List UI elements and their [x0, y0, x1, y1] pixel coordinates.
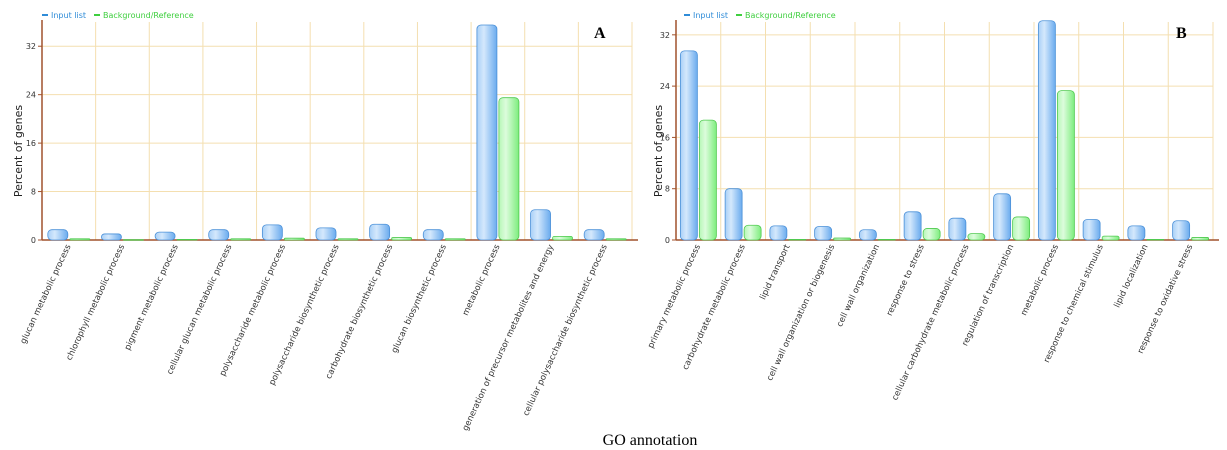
bar-input-list: Input list: polysaccharide biosynthetic … — [315, 227, 337, 241]
bar-input-list: Input list: cellular glucan metabolic pr… — [208, 229, 230, 241]
bar-background-reference: Background/Reference: response to stress… — [922, 228, 941, 241]
y-axis-title: Percent of genes — [652, 105, 665, 197]
bar-input-list: Input list: glucan metabolic process = 1… — [47, 229, 69, 241]
bar-input-list: Input list: metabolic process = 34.2 — [1037, 20, 1056, 241]
bar-background-reference: Background/Reference: generation of prec… — [552, 235, 573, 241]
bar-background-reference: Background/Reference: cellular carbohydr… — [967, 233, 986, 241]
x-axis-title: GO annotation — [603, 432, 698, 449]
x-category-label: glucan metabolic process — [19, 243, 74, 346]
legend: Input list Background/Reference — [684, 11, 836, 20]
bar-background-reference: Background/Reference: pigment metabolic … — [176, 238, 198, 241]
bar-background-reference: Background/Reference: metabolic process … — [1056, 90, 1075, 241]
legend-label-background: Background/Reference — [103, 11, 194, 20]
bar-background-reference: Background/Reference: polysaccharide bio… — [337, 238, 359, 241]
bar-background-reference: Background/Reference: lipid localization… — [1146, 238, 1165, 241]
y-tick-label: 8 — [31, 188, 36, 197]
bar-input-list: Input list: lipid transport = 2.2 — [769, 225, 788, 241]
bar-background-reference: Background/Reference: response to chemic… — [1101, 235, 1120, 241]
x-category-label: regulation of transcription — [960, 243, 1016, 348]
bar-input-list: Input list: response to oxidative stress… — [1172, 220, 1191, 241]
bar-input-list: Input list: generation of precursor meta… — [530, 209, 551, 241]
bar-background-reference: Background/Reference: glucan metabolic p… — [69, 238, 91, 241]
legend: Input list Background/Reference — [42, 11, 194, 20]
bar-background-reference: Background/Reference: metabolic process … — [498, 97, 520, 241]
bar-input-list: Input list: cell wall organization or bi… — [814, 226, 833, 241]
bar-input-list: Input list: response to stress = 4.4 — [903, 211, 922, 241]
x-category-label: primary metabolic process — [646, 243, 703, 350]
x-category-label: pigment metabolic process — [123, 243, 181, 352]
x-category-label: polysaccharide metabolic process — [218, 243, 288, 378]
bar-background-reference: Background/Reference: cellular glucan me… — [230, 238, 252, 241]
y-tick-label: 24 — [660, 82, 670, 91]
legend-label-input: Input list — [51, 11, 86, 20]
panel-letter: B — [1176, 25, 1187, 42]
x-category-label: metabolic process — [1019, 243, 1061, 318]
panel-letter: A — [594, 25, 606, 42]
x-category-label: lipid transport — [758, 242, 793, 301]
x-category-label: generation of precursor metabolites and … — [461, 243, 556, 433]
y-tick-label: 16 — [26, 139, 36, 148]
bar-input-list: Input list: polysaccharide metabolic pro… — [261, 224, 283, 241]
bar-input-list: Input list: metabolic process = 35.5 — [476, 24, 498, 241]
bar-input-list: Input list: response to chemical stimulu… — [1082, 219, 1101, 241]
bar-background-reference: Background/Reference: carbohydrate biosy… — [391, 237, 413, 241]
y-tick-label: 8 — [665, 185, 670, 194]
bar-input-list: Input list: pigment metabolic process = … — [154, 231, 176, 241]
y-axis-title: Percent of genes — [12, 105, 25, 197]
bar-background-reference: Background/Reference: polysaccharide met… — [283, 237, 305, 241]
bar-input-list: Input list: carbohydrate metabolic proce… — [724, 188, 743, 241]
y-tick-label: 24 — [26, 91, 36, 100]
bar-input-list: Input list: cell wall organization = 1.6 — [858, 229, 877, 241]
bar-background-reference: Background/Reference: glucan biosyntheti… — [444, 238, 466, 241]
x-category-label: cellular carbohydrate metabolic process — [890, 243, 972, 403]
bar-input-list: Input list: cellular carbohydrate metabo… — [948, 217, 967, 241]
y-tick-label: 16 — [660, 133, 670, 142]
panel-b: 0 8 16 24 32 Input list: primary metabolic pr… — [646, 11, 1219, 402]
bar-background-reference: Background/Reference: cell wall organiza… — [877, 238, 896, 241]
bar-background-reference: Background/Reference: regulation of tran… — [1012, 216, 1031, 241]
legend-label-input: Input list — [693, 11, 728, 20]
bar-background-reference: Background/Reference: response to oxidat… — [1191, 237, 1210, 241]
y-tick-label: 32 — [26, 42, 36, 51]
x-category-label: glucan biosynthetic process — [390, 243, 449, 355]
bar-input-list: Input list: chlorophyll metabolic proces… — [101, 233, 122, 241]
bar-background-reference: Background/Reference: primary metabolic … — [698, 119, 717, 241]
bar-input-list: Input list: regulation of transcription … — [993, 193, 1012, 241]
bar-background-reference: Background/Reference: lipid transport = … — [788, 238, 807, 241]
bar-input-list: Input list: primary metabolic process = … — [679, 50, 698, 241]
panel-a: 0 8 16 24 32 Input list: glucan metabolic pro… — [12, 11, 638, 433]
x-category-label: response to stress — [885, 243, 927, 318]
bar-input-list: Input list: carbohydrate biosynthetic pr… — [369, 223, 391, 241]
x-category-label: lipid localization — [1112, 243, 1150, 309]
y-tick-label: 0 — [31, 236, 36, 245]
y-tick-label: 0 — [665, 236, 670, 245]
bar-input-list: Input list: glucan biosynthetic process … — [422, 229, 444, 241]
x-category-label: chlorophyll metabolic process — [65, 243, 128, 363]
x-category-label: cellular glucan metabolic process — [165, 243, 234, 377]
bar-input-list: Input list: cellular polysaccharide bios… — [583, 229, 605, 241]
bar-input-list: Input list: lipid localization = 2.2 — [1127, 225, 1146, 241]
bar-background-reference: Background/Reference: cellular polysacch… — [605, 238, 627, 241]
x-category-label: cell wall organization — [835, 243, 882, 329]
bar-background-reference: Background/Reference: chlorophyll metabo… — [123, 239, 144, 241]
bar-background-reference: Background/Reference: carbohydrate metab… — [743, 224, 762, 241]
legend-label-background: Background/Reference — [745, 11, 836, 20]
x-category-label: metabolic process — [461, 243, 503, 318]
x-category-label: carbohydrate biosynthetic process — [324, 243, 396, 381]
y-tick-label: 32 — [660, 31, 670, 40]
bar-background-reference: Background/Reference: cell wall organiza… — [833, 237, 852, 241]
